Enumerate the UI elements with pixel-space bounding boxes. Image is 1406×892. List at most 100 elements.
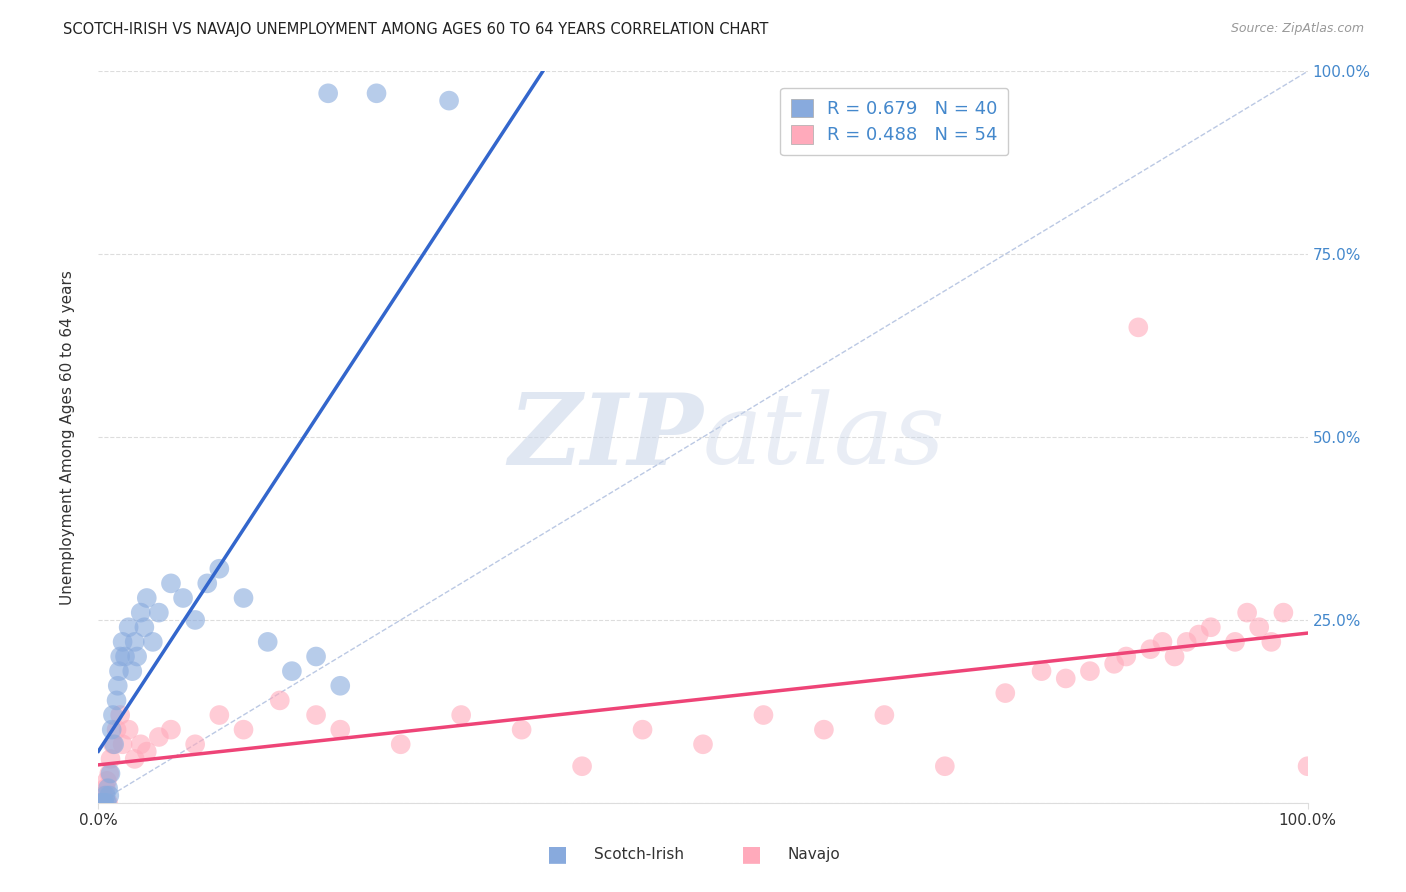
Point bbox=[97, 781, 120, 796]
Point bbox=[148, 606, 170, 620]
Point bbox=[114, 649, 136, 664]
Point bbox=[105, 693, 128, 707]
Point bbox=[450, 708, 472, 723]
Point bbox=[281, 664, 304, 678]
Point bbox=[108, 664, 131, 678]
Point bbox=[91, 796, 114, 810]
Point bbox=[105, 723, 128, 737]
Point bbox=[1031, 664, 1053, 678]
Point bbox=[1296, 759, 1319, 773]
Point bbox=[98, 789, 121, 803]
Point bbox=[366, 87, 388, 101]
Point bbox=[692, 737, 714, 751]
Text: ■: ■ bbox=[741, 844, 762, 864]
Point bbox=[1236, 606, 1258, 620]
Point bbox=[118, 620, 141, 634]
Point bbox=[148, 730, 170, 744]
Text: Source: ZipAtlas.com: Source: ZipAtlas.com bbox=[1230, 22, 1364, 36]
Point bbox=[103, 737, 125, 751]
Legend: R = 0.679   N = 40, R = 0.488   N = 54: R = 0.679 N = 40, R = 0.488 N = 54 bbox=[780, 87, 1008, 155]
Point bbox=[256, 635, 278, 649]
Point bbox=[135, 591, 157, 605]
Point bbox=[134, 620, 156, 634]
Point bbox=[111, 737, 134, 751]
Point bbox=[100, 752, 122, 766]
Point bbox=[124, 752, 146, 766]
Point bbox=[208, 562, 231, 576]
Point bbox=[389, 737, 412, 751]
Point bbox=[108, 649, 131, 664]
Point bbox=[93, 796, 115, 810]
Point bbox=[1272, 606, 1295, 620]
Point bbox=[1249, 620, 1271, 634]
Point bbox=[571, 759, 593, 773]
Point bbox=[90, 796, 112, 810]
Point bbox=[91, 789, 114, 803]
Point bbox=[93, 796, 115, 810]
Point bbox=[94, 789, 117, 803]
Point bbox=[1223, 635, 1246, 649]
Point bbox=[98, 766, 121, 780]
Text: ZIP: ZIP bbox=[508, 389, 703, 485]
Point bbox=[813, 723, 835, 737]
Point bbox=[1078, 664, 1101, 678]
Point bbox=[316, 87, 339, 101]
Point bbox=[1152, 635, 1174, 649]
Point bbox=[1163, 649, 1185, 664]
Point bbox=[934, 759, 956, 773]
Text: Navajo: Navajo bbox=[787, 847, 841, 862]
Point bbox=[108, 708, 131, 723]
Point bbox=[111, 635, 134, 649]
Point bbox=[1054, 672, 1077, 686]
Point bbox=[129, 606, 152, 620]
Point bbox=[121, 664, 143, 678]
Text: atlas: atlas bbox=[703, 390, 946, 484]
Point bbox=[1128, 320, 1150, 334]
Text: ■: ■ bbox=[547, 844, 568, 864]
Point bbox=[631, 723, 654, 737]
Point bbox=[100, 723, 122, 737]
Point bbox=[124, 635, 146, 649]
Point bbox=[1115, 649, 1137, 664]
Point bbox=[208, 708, 231, 723]
Point bbox=[1175, 635, 1198, 649]
Point bbox=[232, 723, 254, 737]
Point bbox=[160, 576, 183, 591]
Point bbox=[90, 796, 112, 810]
Point bbox=[994, 686, 1017, 700]
Point bbox=[873, 708, 896, 723]
Text: SCOTCH-IRISH VS NAVAJO UNEMPLOYMENT AMONG AGES 60 TO 64 YEARS CORRELATION CHART: SCOTCH-IRISH VS NAVAJO UNEMPLOYMENT AMON… bbox=[63, 22, 769, 37]
Point bbox=[172, 591, 194, 605]
Point bbox=[232, 591, 254, 605]
Point bbox=[510, 723, 533, 737]
Point bbox=[97, 796, 120, 810]
Point bbox=[118, 723, 141, 737]
Point bbox=[329, 723, 352, 737]
Point bbox=[305, 649, 328, 664]
Point bbox=[96, 773, 118, 788]
Point bbox=[269, 693, 291, 707]
Point bbox=[1188, 627, 1211, 641]
Point bbox=[195, 576, 218, 591]
Point bbox=[1102, 657, 1125, 671]
Point bbox=[96, 796, 118, 810]
Point bbox=[135, 745, 157, 759]
Point bbox=[184, 737, 207, 751]
Point bbox=[1260, 635, 1282, 649]
Point bbox=[107, 679, 129, 693]
Point bbox=[1199, 620, 1222, 634]
Point bbox=[1139, 642, 1161, 657]
Text: Scotch-Irish: Scotch-Irish bbox=[595, 847, 685, 862]
Y-axis label: Unemployment Among Ages 60 to 64 years: Unemployment Among Ages 60 to 64 years bbox=[60, 269, 75, 605]
Point bbox=[94, 781, 117, 796]
Point bbox=[329, 679, 352, 693]
Point bbox=[437, 94, 460, 108]
Point bbox=[142, 635, 165, 649]
Point bbox=[129, 737, 152, 751]
Point bbox=[305, 708, 328, 723]
Point bbox=[160, 723, 183, 737]
Point bbox=[101, 737, 124, 751]
Point bbox=[184, 613, 207, 627]
Point bbox=[100, 766, 122, 780]
Point bbox=[752, 708, 775, 723]
